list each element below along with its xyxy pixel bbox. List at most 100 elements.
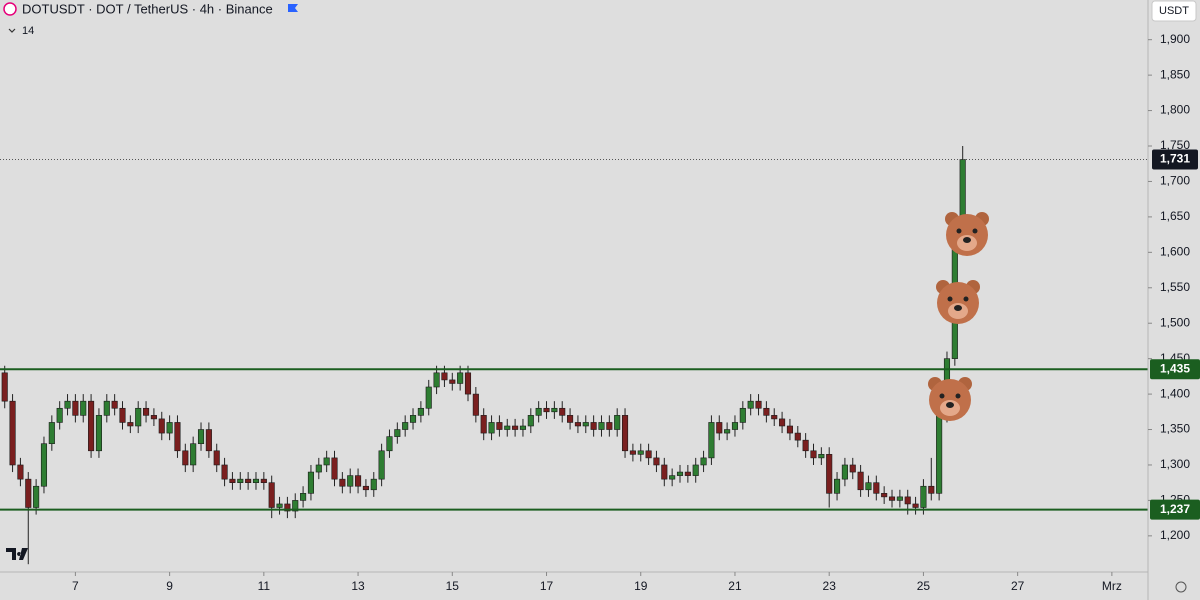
candle bbox=[692, 457, 699, 483]
candle-body bbox=[567, 415, 574, 423]
candle bbox=[40, 436, 48, 494]
candle-body bbox=[441, 372, 448, 381]
candle-body bbox=[464, 372, 472, 395]
candle bbox=[645, 443, 652, 465]
last-price-label: 1,731 bbox=[1160, 152, 1190, 166]
candle-body bbox=[755, 400, 762, 409]
candle bbox=[771, 408, 778, 426]
candle bbox=[936, 408, 943, 501]
candle bbox=[135, 401, 142, 434]
candle-body bbox=[802, 439, 809, 452]
candle bbox=[48, 415, 55, 451]
candle bbox=[449, 372, 456, 391]
candle-body bbox=[362, 485, 369, 491]
candle bbox=[810, 443, 817, 465]
settings-icon[interactable] bbox=[1175, 581, 1187, 593]
candle-body bbox=[676, 471, 684, 476]
candle bbox=[834, 472, 841, 501]
candle bbox=[402, 415, 409, 437]
candle bbox=[512, 418, 519, 437]
logo-shape bbox=[6, 548, 28, 560]
x-tick-label: 9 bbox=[166, 579, 173, 593]
candle-body bbox=[747, 400, 754, 409]
candle bbox=[386, 429, 393, 458]
y-tick-label: 1,300 bbox=[1160, 457, 1190, 471]
y-tick-label: 1,200 bbox=[1160, 528, 1190, 542]
candle bbox=[355, 468, 362, 494]
candle-body bbox=[182, 450, 189, 466]
candle bbox=[433, 365, 440, 395]
candle bbox=[300, 486, 307, 508]
candle-body bbox=[480, 415, 487, 434]
candle-body bbox=[190, 443, 197, 466]
candle-body bbox=[896, 496, 903, 501]
y-tick-label: 1,850 bbox=[1160, 67, 1190, 81]
candle-body bbox=[700, 457, 707, 466]
candle-body bbox=[472, 393, 479, 416]
candle bbox=[606, 415, 613, 437]
candle bbox=[347, 468, 354, 494]
candle bbox=[661, 457, 668, 487]
candle bbox=[150, 408, 157, 426]
candle-body bbox=[629, 450, 636, 455]
candle bbox=[786, 418, 793, 441]
candle-body bbox=[95, 415, 102, 452]
candle bbox=[25, 472, 32, 565]
candle-body bbox=[323, 457, 330, 466]
candle bbox=[496, 415, 503, 437]
candle bbox=[912, 496, 919, 515]
candle-body bbox=[496, 422, 503, 430]
candle bbox=[292, 493, 299, 519]
candle bbox=[841, 457, 848, 487]
candle bbox=[802, 433, 809, 458]
candle-body bbox=[370, 478, 377, 491]
candle-body bbox=[386, 436, 393, 452]
candle-body bbox=[229, 478, 236, 483]
candle-body bbox=[708, 422, 715, 459]
candle bbox=[205, 422, 212, 458]
candle bbox=[127, 415, 134, 434]
candle-body bbox=[614, 415, 621, 430]
candle bbox=[284, 496, 291, 519]
x-tick-label: 25 bbox=[917, 579, 931, 593]
candle bbox=[9, 394, 16, 473]
candle bbox=[559, 401, 566, 423]
candle-body bbox=[56, 407, 63, 423]
tradingview-logo bbox=[6, 548, 28, 560]
candle-body bbox=[786, 425, 793, 434]
candle bbox=[755, 394, 762, 416]
candle-body bbox=[402, 422, 409, 430]
currency-button[interactable] bbox=[1151, 0, 1197, 22]
candle-body bbox=[928, 485, 935, 494]
candle-body bbox=[260, 478, 267, 483]
candle bbox=[724, 422, 731, 441]
candle-body bbox=[912, 503, 919, 508]
candle bbox=[88, 394, 95, 458]
candle-body bbox=[276, 503, 283, 508]
y-tick-label: 1,550 bbox=[1160, 280, 1190, 294]
candle bbox=[818, 447, 825, 465]
candle bbox=[315, 457, 322, 480]
candle bbox=[197, 422, 205, 451]
x-tick-label: 27 bbox=[1011, 579, 1025, 593]
candle bbox=[394, 422, 401, 444]
candle-body bbox=[307, 471, 314, 494]
candle-body bbox=[794, 432, 801, 441]
candle-body bbox=[645, 450, 652, 459]
candle bbox=[684, 464, 691, 483]
candle bbox=[731, 415, 739, 437]
symbol-icon bbox=[3, 2, 17, 16]
candle-body bbox=[174, 422, 181, 452]
candle-body bbox=[920, 485, 927, 508]
candle-body bbox=[849, 464, 856, 473]
candle bbox=[598, 415, 605, 437]
y-tick-label: 1,600 bbox=[1160, 245, 1190, 259]
candle-body bbox=[205, 429, 212, 452]
y-tick-label: 1,400 bbox=[1160, 386, 1190, 400]
candle-body bbox=[292, 500, 299, 512]
candle bbox=[472, 387, 479, 423]
candle bbox=[417, 401, 424, 423]
indicator-value: 14 bbox=[22, 25, 34, 37]
candle bbox=[409, 408, 417, 430]
